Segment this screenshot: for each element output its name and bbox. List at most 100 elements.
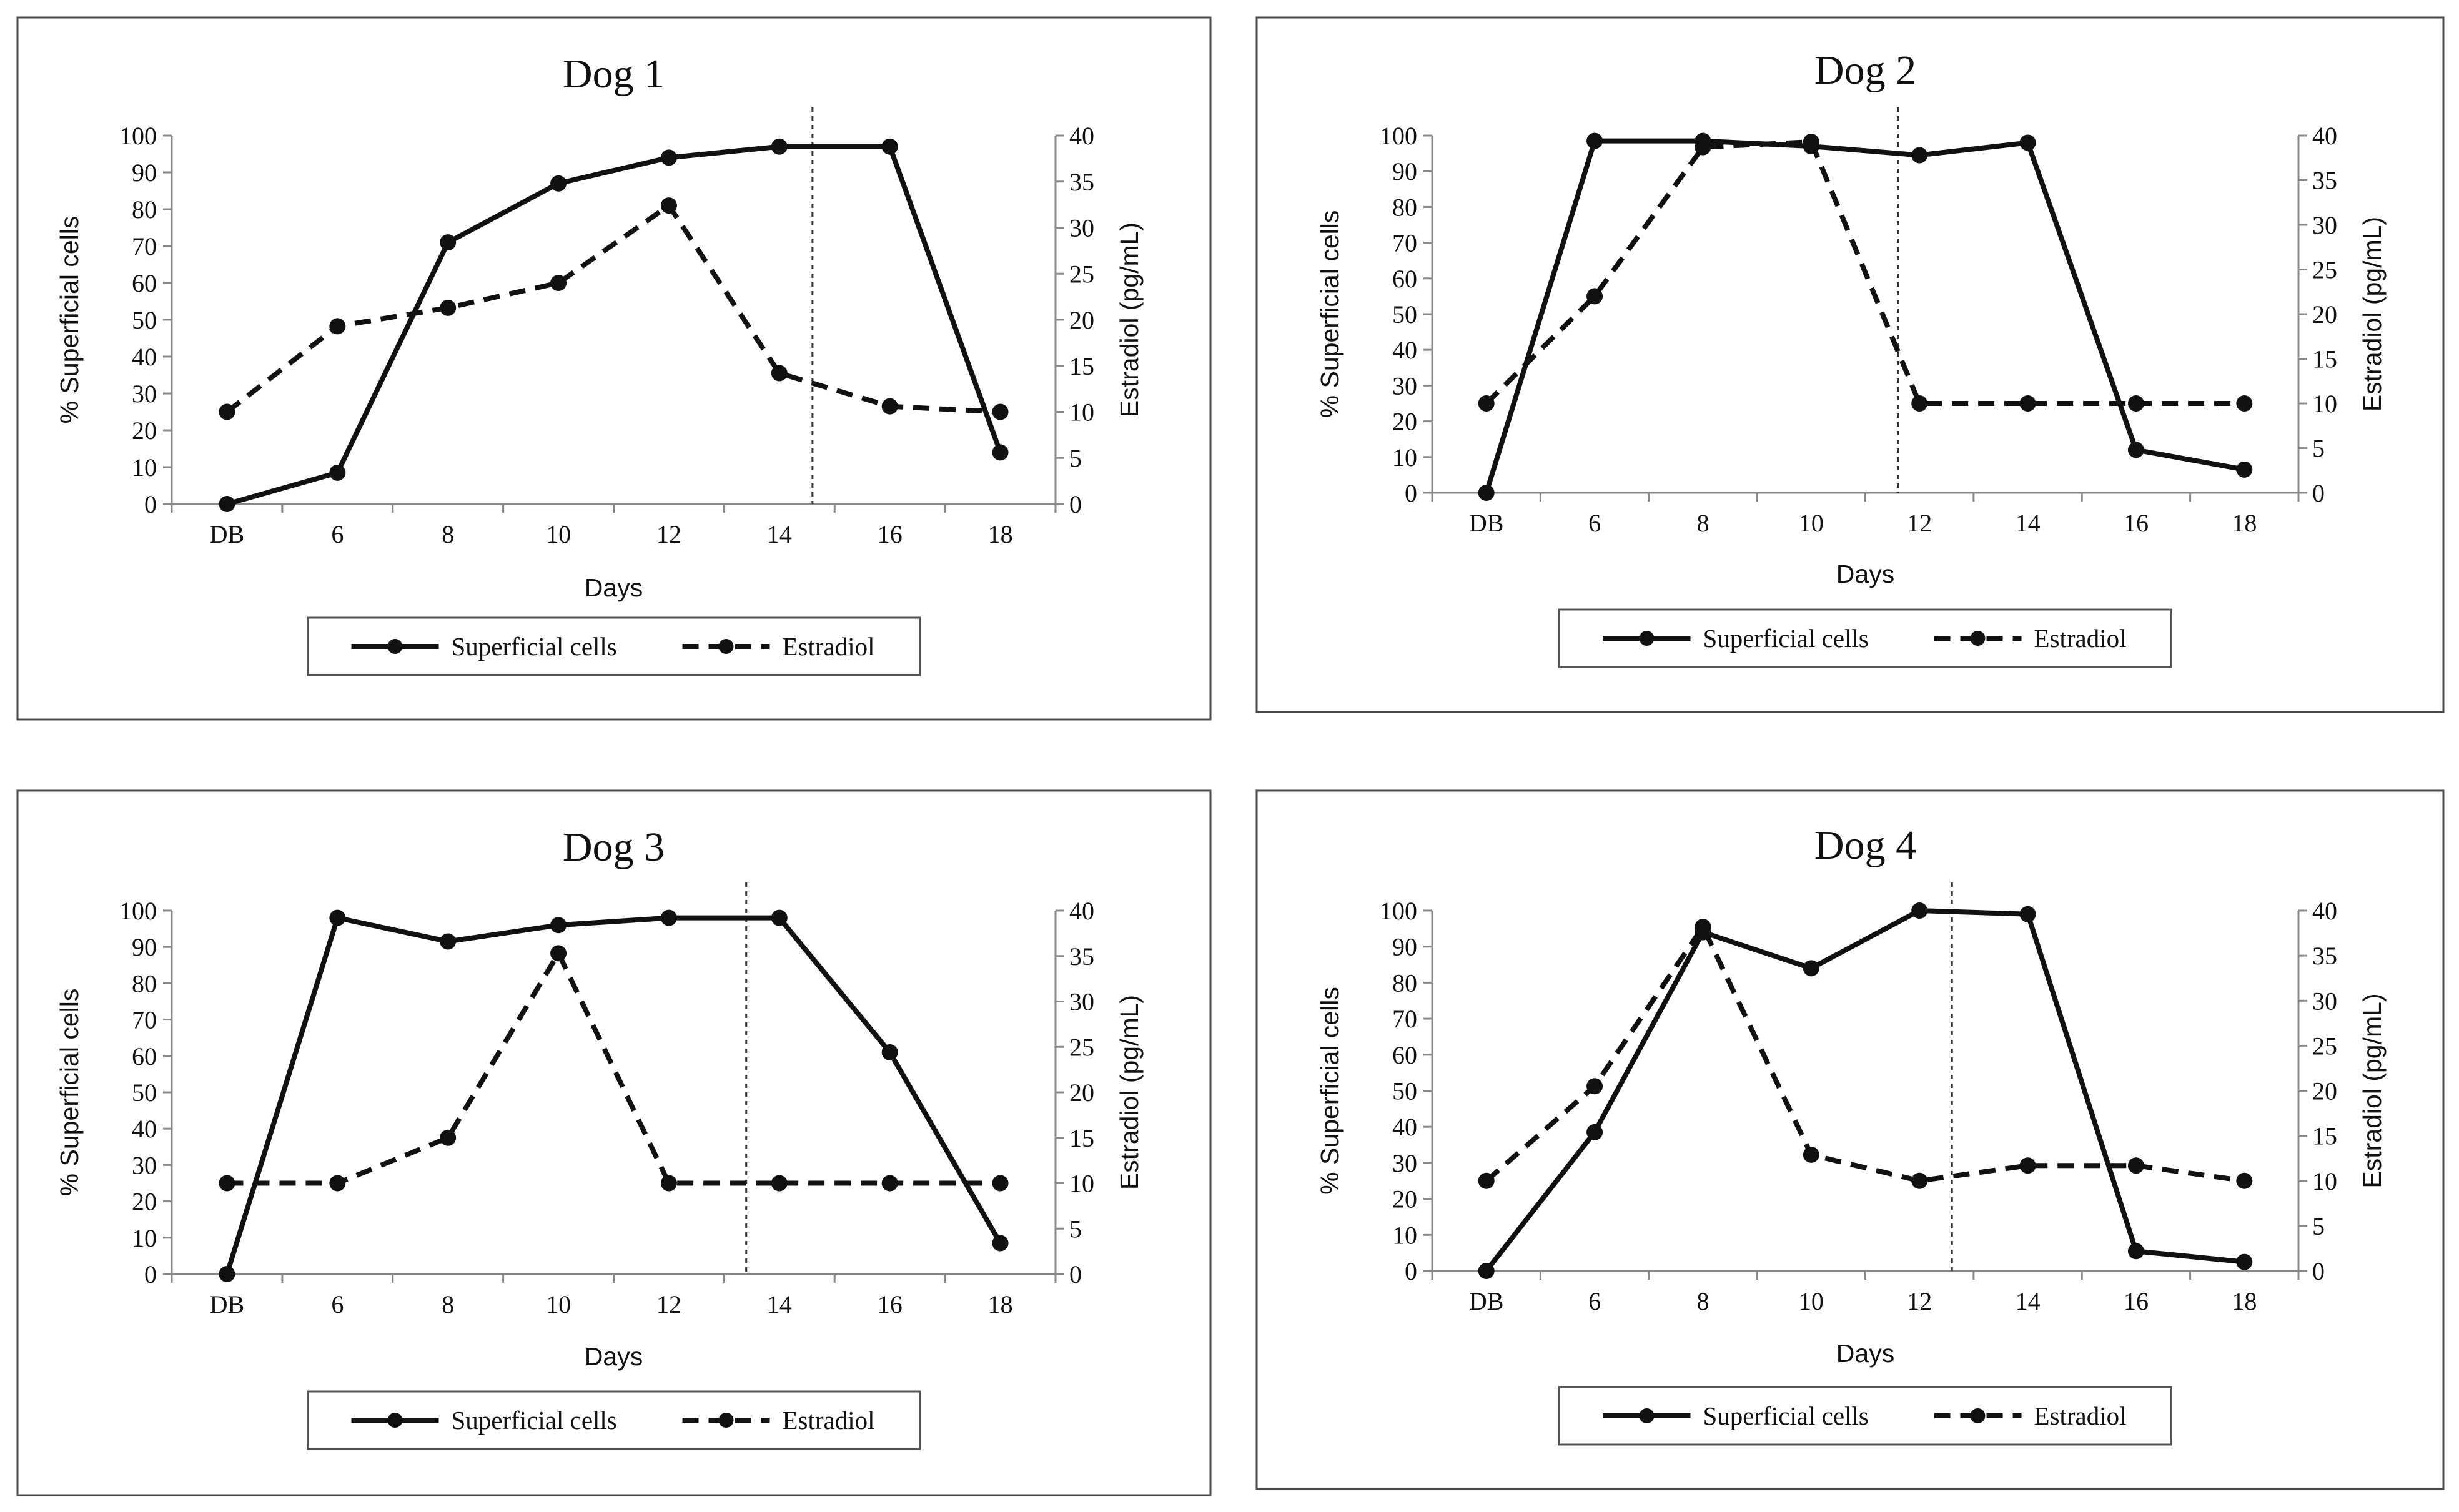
y2-tick-label: 25 bbox=[2312, 1032, 2337, 1060]
data-point-estradiol bbox=[329, 1175, 346, 1192]
data-point-superficial-cells bbox=[1803, 960, 1819, 977]
x-axis-label: Days bbox=[585, 573, 643, 602]
data-point-superficial-cells bbox=[550, 917, 567, 934]
data-point-estradiol bbox=[550, 275, 567, 291]
y-tick-label: 40 bbox=[132, 1115, 157, 1143]
y-tick-label: 90 bbox=[132, 159, 157, 187]
data-point-estradiol bbox=[771, 365, 788, 382]
x-tick-label: 14 bbox=[767, 1290, 792, 1318]
y-tick-label: 60 bbox=[1392, 265, 1417, 293]
x-tick-label: 12 bbox=[1907, 509, 1932, 537]
x-axis-label: Days bbox=[585, 1342, 643, 1371]
chart-title: Dog 4 bbox=[1814, 823, 1916, 868]
data-point-superficial-cells bbox=[1586, 132, 1603, 149]
legend-marker-estradiol bbox=[1970, 631, 1986, 646]
y2-tick-label: 0 bbox=[2312, 1257, 2325, 1285]
panel-frame bbox=[16, 789, 1212, 1496]
y-tick-label: 100 bbox=[119, 122, 157, 150]
data-point-superficial-cells bbox=[219, 1266, 235, 1282]
panel-frame bbox=[1255, 16, 2445, 713]
y2-tick-label: 10 bbox=[2312, 1167, 2337, 1195]
legend-label-superficial-cells: Superficial cells bbox=[1703, 624, 1869, 653]
y2-tick-label: 20 bbox=[2312, 300, 2337, 329]
data-point-superficial-cells bbox=[992, 444, 1009, 461]
data-point-superficial-cells bbox=[881, 1044, 898, 1060]
legend-marker-superficial-cells bbox=[387, 639, 403, 654]
y-tick-label: 0 bbox=[144, 1260, 157, 1288]
data-point-superficial-cells bbox=[1911, 902, 1928, 919]
x-tick-label: 12 bbox=[1907, 1287, 1932, 1315]
y2-tick-label: 35 bbox=[1069, 942, 1094, 971]
data-point-superficial-cells bbox=[771, 138, 788, 155]
y-tick-label: 0 bbox=[1405, 479, 1417, 507]
y-tick-label: 30 bbox=[132, 380, 157, 408]
y2-tick-label: 30 bbox=[1069, 214, 1094, 242]
chart-panel-2: Dog 2 0 10 20 30 40 50 60 70 80 90 100 0 5 10 15 20 25 30 3… bbox=[1255, 16, 2445, 713]
data-point-superficial-cells bbox=[1586, 1124, 1603, 1140]
data-point-estradiol bbox=[1695, 139, 1711, 156]
y2-tick-label: 5 bbox=[2312, 435, 2325, 463]
data-point-superficial-cells bbox=[992, 1235, 1009, 1252]
x-tick-label: 10 bbox=[546, 520, 571, 548]
chart-panel-4: Dog 4 0 10 20 30 40 50 60 70 80 90 100 0 5 10 15 20 25 30 3… bbox=[1255, 789, 2445, 1490]
series-line-superficial-cells bbox=[224, 915, 1003, 1275]
y2-tick-label: 0 bbox=[1069, 1260, 1082, 1288]
data-point-estradiol bbox=[1695, 918, 1711, 935]
x-tick-label: 10 bbox=[1799, 509, 1824, 537]
y2-axis-label: Estradiol (pg/mL) bbox=[1115, 995, 1144, 1190]
legend-label-superficial-cells: Superficial cells bbox=[452, 1406, 617, 1435]
x-tick-label: DB bbox=[210, 520, 245, 548]
data-point-estradiol bbox=[219, 1175, 235, 1192]
series-line-estradiol bbox=[1484, 139, 2245, 406]
y2-tick-label: 40 bbox=[1069, 122, 1094, 150]
y2-tick-label: 15 bbox=[2312, 345, 2337, 373]
data-point-superficial-cells bbox=[1478, 485, 1495, 501]
data-point-estradiol bbox=[329, 318, 346, 335]
data-point-superficial-cells bbox=[550, 175, 567, 192]
legend-label-estradiol: Estradiol bbox=[2034, 624, 2127, 653]
x-tick-label: 12 bbox=[656, 520, 681, 548]
y-tick-label: 0 bbox=[144, 490, 157, 518]
x-tick-label: 16 bbox=[878, 520, 903, 548]
x-tick-label: 6 bbox=[1588, 509, 1601, 537]
x-tick-label: 6 bbox=[331, 1290, 344, 1318]
x-tick-label: 18 bbox=[2232, 1287, 2257, 1315]
y-tick-label: 10 bbox=[132, 1224, 157, 1252]
y-tick-label: 50 bbox=[132, 306, 157, 334]
series-line-superficial-cells bbox=[1484, 908, 2245, 1273]
legend: Superficial cells Estradiol bbox=[1558, 608, 2172, 668]
data-point-estradiol bbox=[1478, 395, 1495, 412]
data-point-estradiol bbox=[2236, 1172, 2253, 1189]
data-point-estradiol bbox=[219, 403, 235, 420]
x-tick-label: 14 bbox=[2016, 1287, 2041, 1315]
y2-tick-label: 25 bbox=[1069, 1033, 1094, 1061]
data-point-superficial-cells bbox=[2019, 906, 2036, 922]
y2-tick-label: 35 bbox=[1069, 168, 1094, 196]
y-tick-label: 70 bbox=[132, 232, 157, 260]
data-point-estradiol bbox=[2127, 1157, 2144, 1174]
y2-tick-label: 30 bbox=[2312, 987, 2337, 1015]
chart-title: Dog 3 bbox=[563, 824, 665, 870]
y2-tick-label: 5 bbox=[1069, 1215, 1082, 1243]
data-point-superficial-cells bbox=[2019, 134, 2036, 151]
y-tick-label: 80 bbox=[132, 195, 157, 224]
legend: Superficial cells Estradiol bbox=[307, 616, 921, 676]
x-tick-label: 8 bbox=[442, 520, 454, 548]
data-point-estradiol bbox=[771, 1175, 788, 1192]
x-tick-label: 14 bbox=[767, 520, 792, 548]
x-tick-label: 10 bbox=[546, 1290, 571, 1318]
data-point-superficial-cells bbox=[1911, 147, 1928, 164]
y-axis-label: % Superficial cells bbox=[1315, 987, 1344, 1195]
series-line-estradiol bbox=[1485, 924, 2245, 1183]
data-point-superficial-cells bbox=[440, 234, 457, 251]
y2-tick-label: 5 bbox=[2312, 1212, 2325, 1240]
y2-tick-label: 35 bbox=[2312, 167, 2337, 195]
x-tick-label: 18 bbox=[2232, 509, 2257, 537]
y-tick-label: 30 bbox=[132, 1151, 157, 1179]
legend-marker-superficial-cells bbox=[1639, 1408, 1655, 1423]
data-point-estradiol bbox=[2019, 395, 2036, 412]
x-tick-label: 16 bbox=[878, 1290, 903, 1318]
y2-tick-label: 0 bbox=[1069, 490, 1082, 518]
y-tick-label: 20 bbox=[132, 417, 157, 445]
y-tick-label: 20 bbox=[132, 1188, 157, 1216]
